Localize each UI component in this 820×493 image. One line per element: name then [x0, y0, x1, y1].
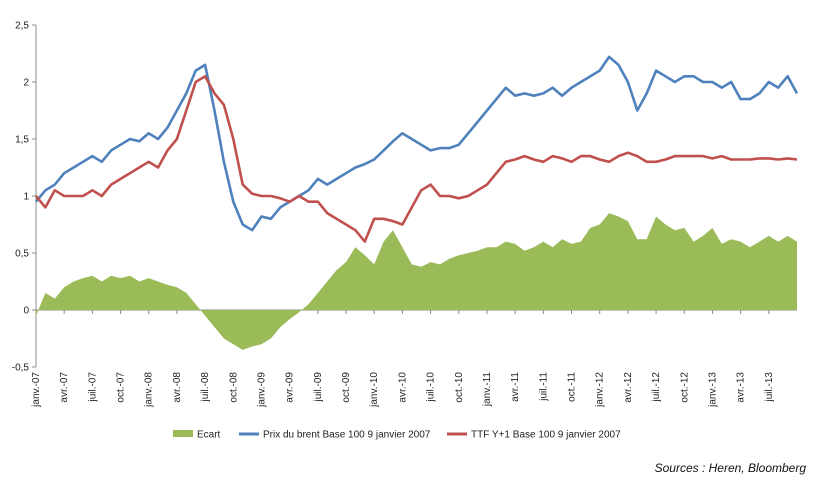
x-tick-label: janv.-07	[31, 372, 42, 408]
x-tick-label: oct.-11	[567, 372, 578, 402]
y-tick-label: -0,5	[12, 363, 30, 374]
x-tick-label: juil.-11	[538, 372, 549, 402]
x-tick-label: juil.-12	[651, 372, 662, 403]
x-tick-label: janv.-12	[595, 372, 606, 408]
x-tick-label: avr.-07	[59, 372, 70, 403]
legend-label: TTF Y+1 Base 100 9 janvier 2007	[471, 430, 621, 441]
legend-label: Prix du brent Base 100 9 janvier 2007	[263, 430, 431, 441]
x-tick-label: avr.-08	[172, 372, 183, 403]
legend-label: Ecart	[197, 430, 221, 441]
x-tick-label: juil.-09	[313, 372, 324, 403]
ecart-area	[36, 213, 797, 350]
brent-price-line	[34, 55, 799, 232]
x-tick-label: avr.-12	[623, 372, 634, 403]
source-note: Sources : Heren, Bloomberg	[654, 461, 806, 475]
chart-plot-area	[34, 55, 799, 350]
chart-legend: Ecart Prix du brent Base 100 9 janvier 20…	[173, 430, 621, 441]
y-tick-label: 2,5	[15, 21, 29, 32]
x-tick-label: oct.-08	[228, 372, 239, 403]
y-tick-label: 1	[23, 192, 29, 203]
x-tick-label: janv.-08	[144, 372, 155, 408]
y-tick-label: 2	[23, 78, 29, 89]
ttf-price-line	[34, 75, 798, 243]
x-tick-label: juil.-10	[426, 372, 437, 403]
x-tick-label: avr.-09	[285, 372, 296, 403]
x-tick-label: janv.-13	[707, 372, 718, 408]
y-tick-label: 0,5	[15, 249, 29, 260]
x-tick-label: avr.-11	[510, 372, 521, 402]
x-tick-label: avr.-13	[736, 372, 747, 403]
x-tick-label: janv.-11	[482, 372, 493, 408]
legend-swatch-ecart	[173, 430, 193, 437]
x-tick-label: janv.-09	[256, 372, 267, 408]
x-tick-label: janv.-10	[369, 372, 380, 408]
x-tick-label: avr.-10	[397, 372, 408, 403]
x-tick-label: oct.-12	[679, 372, 690, 403]
x-tick-label: juil.-13	[764, 372, 775, 403]
y-tick-label: 0	[23, 306, 29, 317]
x-tick-label: oct.-07	[116, 372, 127, 403]
x-tick-label: juil.-08	[200, 372, 211, 403]
x-tick-label: juil.-07	[87, 372, 98, 403]
x-tick-label: oct.-09	[341, 372, 352, 403]
y-tick-label: 1,5	[15, 135, 29, 146]
x-tick-label: oct.-10	[454, 372, 465, 403]
